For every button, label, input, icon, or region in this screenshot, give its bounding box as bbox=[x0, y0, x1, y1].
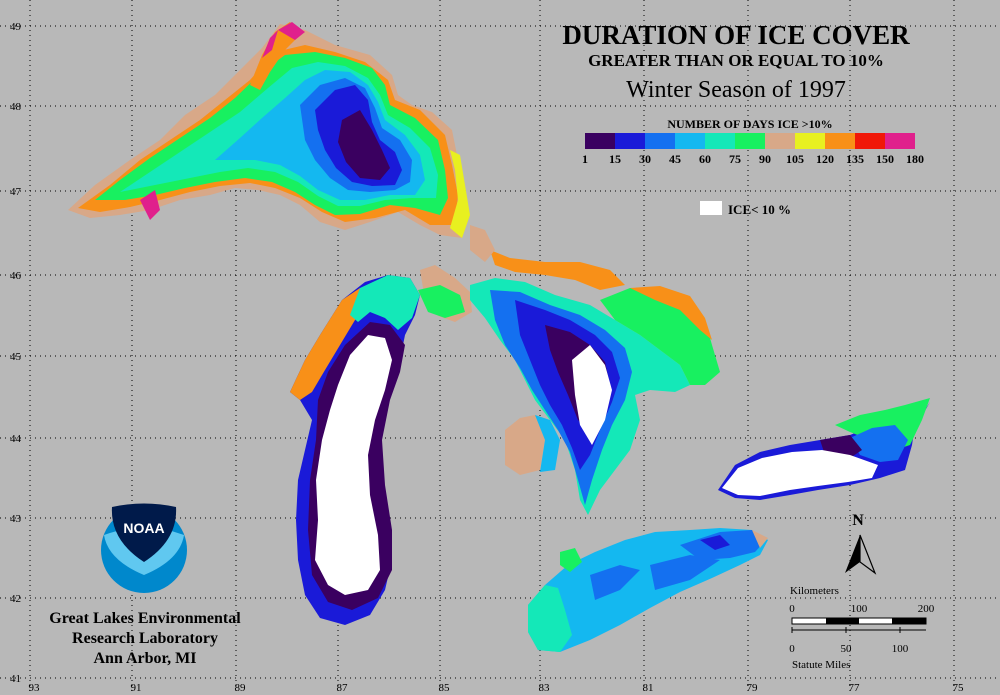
legend-tick-label: 1 bbox=[582, 152, 588, 166]
lat-label: 43 bbox=[10, 513, 22, 525]
lat-label: 42 bbox=[10, 593, 21, 605]
lat-label: 47 bbox=[10, 186, 22, 198]
lon-label: 79 bbox=[747, 682, 759, 694]
lake-ontario bbox=[718, 398, 930, 500]
lon-label: 81 bbox=[643, 682, 654, 694]
north-arrow: N bbox=[845, 512, 877, 575]
scale-bar: Kilometers 0 100 200 0 50 100 Statute Mi… bbox=[789, 585, 935, 671]
legend-swatch bbox=[705, 133, 735, 149]
scale-km-tick-1: 100 bbox=[851, 603, 868, 615]
lon-label: 75 bbox=[953, 682, 965, 694]
legend-swatch bbox=[615, 133, 645, 149]
title-main: DURATION OF ICE COVER bbox=[562, 20, 910, 50]
legend-swatch bbox=[855, 133, 885, 149]
legend: 1 15 30 45 60 75 90 105 120 135 150 180 bbox=[582, 133, 924, 166]
noaa-logo: NOAA bbox=[101, 503, 187, 593]
longitude-labels: 93 91 89 87 85 83 81 79 77 75 bbox=[29, 682, 965, 694]
lon-label: 91 bbox=[131, 682, 142, 694]
lon-label: 87 bbox=[337, 682, 349, 694]
title-season: Winter Season of 1997 bbox=[626, 77, 846, 103]
legend-tick-label: 135 bbox=[846, 152, 864, 166]
latitude-labels: 49 48 47 46 45 44 43 42 41 bbox=[10, 21, 22, 685]
lat-label: 45 bbox=[10, 351, 22, 363]
legend-swatch bbox=[765, 133, 795, 149]
scale-km-tick-2: 200 bbox=[918, 603, 935, 615]
lon-label: 89 bbox=[235, 682, 247, 694]
lat-label: 41 bbox=[10, 673, 21, 685]
legend-tick-label: 75 bbox=[729, 152, 741, 166]
legend-swatch bbox=[585, 133, 615, 149]
lat-label: 49 bbox=[10, 21, 22, 33]
lat-label: 48 bbox=[10, 101, 22, 113]
legend-tick-label: 105 bbox=[786, 152, 804, 166]
scale-km-tick-0: 0 bbox=[789, 603, 795, 615]
scale-mi-tick-2: 100 bbox=[892, 643, 909, 655]
legend-tick-label: 30 bbox=[639, 152, 651, 166]
legend-swatch bbox=[645, 133, 675, 149]
lake-michigan bbox=[290, 265, 472, 625]
scale-km-label: Kilometers bbox=[790, 585, 839, 597]
ice-label: ICE< 10 % bbox=[728, 202, 791, 217]
legend-tick-label: 120 bbox=[816, 152, 834, 166]
lake-erie bbox=[528, 528, 768, 652]
legend-swatch bbox=[735, 133, 765, 149]
scale-mi-tick-0: 0 bbox=[789, 643, 795, 655]
legend-tick-label: 90 bbox=[759, 152, 771, 166]
legend-tick-label: 60 bbox=[699, 152, 711, 166]
lon-label: 77 bbox=[849, 682, 861, 694]
legend-tick-label: 180 bbox=[906, 152, 924, 166]
lake-superior bbox=[68, 22, 470, 238]
lon-label: 83 bbox=[539, 682, 551, 694]
noaa-logo-text: NOAA bbox=[123, 520, 164, 536]
lat-label: 44 bbox=[10, 433, 22, 445]
legend-heading: NUMBER OF DAYS ICE >10% bbox=[667, 117, 832, 131]
ice-swatch bbox=[700, 201, 722, 215]
legend-swatch bbox=[795, 133, 825, 149]
agency-line-1: Great Lakes Environmental bbox=[49, 610, 241, 627]
legend-tick-label: 45 bbox=[669, 152, 681, 166]
agency-line-3: Ann Arbor, MI bbox=[94, 650, 197, 667]
north-label: N bbox=[852, 512, 864, 529]
lake-huron bbox=[470, 225, 720, 515]
scale-mi-label: Statute Miles bbox=[792, 659, 850, 671]
lon-label: 93 bbox=[29, 682, 41, 694]
lon-label: 85 bbox=[439, 682, 451, 694]
legend-tick-label: 150 bbox=[876, 152, 894, 166]
legend-swatch bbox=[885, 133, 915, 149]
legend-tick-label: 15 bbox=[609, 152, 621, 166]
agency-line-2: Research Laboratory bbox=[72, 630, 218, 647]
scale-mi-tick-1: 50 bbox=[841, 643, 853, 655]
lat-label: 46 bbox=[10, 270, 22, 282]
legend-swatch bbox=[825, 133, 855, 149]
legend-swatch bbox=[675, 133, 705, 149]
title-sub: GREATER THAN OR EQUAL TO 10% bbox=[588, 51, 884, 70]
